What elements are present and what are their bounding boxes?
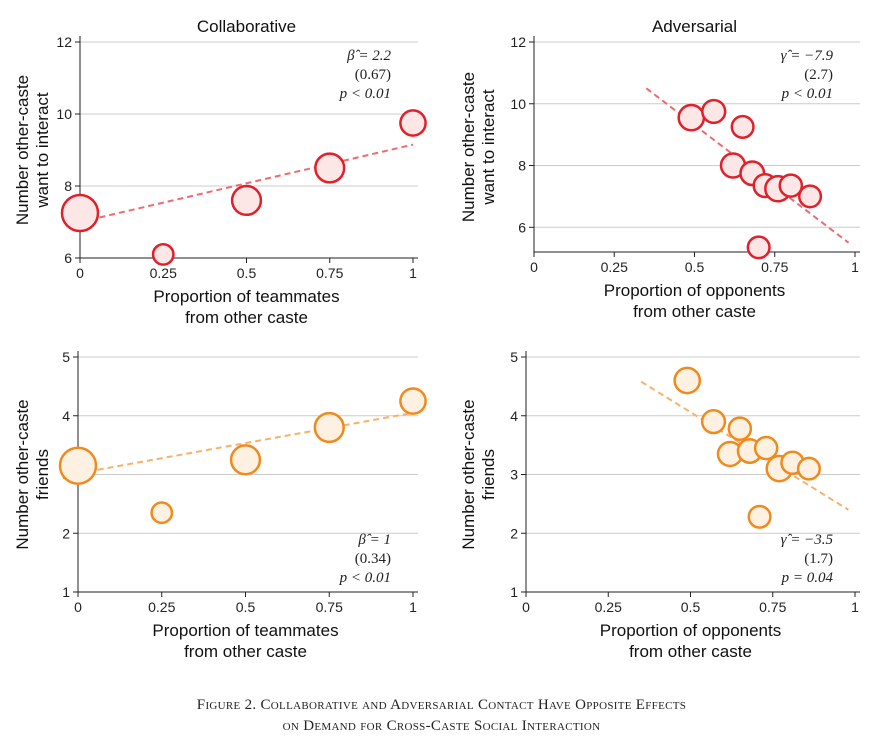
data-point — [747, 504, 772, 529]
y-axis-label: want to interact — [479, 89, 498, 206]
data-point — [58, 446, 98, 485]
stat-coefficient: γ̂ = −7.9 — [781, 48, 834, 64]
data-point — [673, 366, 702, 395]
y-tick-label: 4 — [62, 408, 70, 424]
data-point — [730, 114, 755, 139]
x-axis-label: from other caste — [629, 642, 752, 661]
panel-1: 6 8 10 12 0 0.25 0.5 0.75 1 Collaborative Proporti… — [13, 17, 427, 327]
data-point — [677, 103, 706, 132]
panel-2: 6 8 10 12 0 0.25 0.5 0.75 1 Adversarial Proportion… — [459, 17, 860, 321]
stat-coefficient: γ̂ = −3.5 — [781, 532, 834, 548]
data-point — [314, 152, 346, 184]
x-tick-label: 0.5 — [236, 599, 256, 615]
y-tick-label: 12 — [510, 34, 526, 50]
x-tick-label: 0 — [530, 259, 538, 275]
data-point — [798, 184, 823, 209]
x-tick-label: 0.25 — [150, 265, 177, 281]
x-axis-label: Proportion of opponents — [604, 281, 785, 300]
y-tick-label: 6 — [64, 250, 72, 266]
x-tick-label: 0 — [522, 599, 530, 615]
x-tick-label: 0.25 — [595, 599, 622, 615]
y-tick-label: 5 — [510, 349, 518, 365]
data-point — [60, 193, 100, 233]
figure-caption-line-1: Figure 2. Collaborative and Adversarial … — [196, 697, 687, 713]
y-tick-label: 10 — [510, 96, 526, 112]
x-tick-label: 1 — [851, 259, 859, 275]
y-tick-label: 10 — [56, 106, 72, 122]
x-tick-label: 0 — [76, 265, 84, 281]
stat-p-value: p = 0.04 — [781, 570, 834, 586]
x-tick-label: 0.25 — [601, 259, 628, 275]
data-point — [746, 235, 771, 260]
stat-p-value: p < 0.01 — [781, 86, 833, 102]
x-tick-label: 0.25 — [148, 599, 175, 615]
stat-standard-error: (2.7) — [804, 67, 833, 83]
y-tick-label: 6 — [518, 219, 526, 235]
x-tick-label: 0.5 — [685, 259, 705, 275]
stat-coefficient: β̂ = 1 — [357, 532, 391, 548]
y-tick-label: 8 — [64, 178, 72, 194]
y-axis-label: Number other-caste — [13, 399, 32, 549]
x-tick-label: 0.75 — [761, 259, 788, 275]
x-tick-label: 1 — [409, 599, 417, 615]
y-tick-label: 12 — [56, 34, 72, 50]
fit-line — [77, 411, 414, 475]
x-tick-label: 0.75 — [316, 599, 343, 615]
panel-title: Collaborative — [197, 17, 296, 36]
x-axis-label: Proportion of teammates — [153, 287, 339, 306]
x-axis-label: from other caste — [633, 302, 756, 321]
x-axis-label: Proportion of teammates — [152, 621, 338, 640]
x-tick-label: 1 — [409, 265, 417, 281]
y-tick-label: 8 — [518, 158, 526, 174]
stat-p-value: p < 0.01 — [339, 570, 391, 586]
x-tick-label: 0.75 — [316, 265, 343, 281]
data-point — [796, 456, 821, 481]
data-point — [778, 173, 804, 198]
stat-standard-error: (1.7) — [804, 551, 833, 567]
data-point — [399, 109, 427, 137]
data-point — [313, 411, 345, 444]
stat-standard-error: (0.34) — [355, 551, 391, 567]
y-axis-label: Number other-caste — [13, 75, 32, 225]
y-axis-label: Number other-caste — [459, 72, 478, 222]
y-tick-label: 4 — [510, 408, 518, 424]
x-tick-label: 0.5 — [681, 599, 701, 615]
data-point — [753, 435, 779, 461]
data-point — [701, 98, 727, 125]
x-tick-label: 0.5 — [237, 265, 257, 281]
figure-caption-line-2: on Demand for Cross-Caste Social Interac… — [282, 718, 601, 734]
y-tick-label: 1 — [510, 584, 518, 600]
data-point — [399, 387, 427, 415]
stat-coefficient: β̂ = 2.2 — [346, 48, 391, 64]
data-point — [230, 184, 263, 217]
y-tick-label: 2 — [510, 525, 518, 541]
y-tick-label: 5 — [62, 349, 70, 365]
stat-p-value: p < 0.01 — [339, 86, 391, 102]
panel-4: 1 2 3 4 5 0 0.25 0.5 0.75 1 Proportion of opponent… — [459, 349, 860, 661]
x-tick-label: 0.75 — [759, 599, 786, 615]
x-axis-label: from other caste — [185, 308, 308, 327]
y-axis-label: Number other-caste — [459, 399, 478, 549]
x-tick-label: 0 — [74, 599, 82, 615]
panel-title: Adversarial — [652, 17, 737, 36]
y-tick-label: 2 — [62, 525, 70, 541]
data-point — [151, 242, 175, 266]
data-point — [727, 416, 753, 441]
fit-line — [79, 143, 414, 223]
x-axis-label: Proportion of opponents — [600, 621, 781, 640]
y-tick-label: 1 — [62, 584, 70, 600]
data-point — [150, 501, 174, 525]
y-tick-label: 3 — [510, 467, 518, 483]
x-axis-label: from other caste — [184, 642, 307, 661]
data-point — [229, 444, 262, 476]
y-axis-label: friends — [33, 449, 52, 500]
y-axis-label: want to interact — [33, 92, 52, 209]
stat-standard-error: (0.67) — [355, 67, 391, 83]
y-axis-label: friends — [479, 449, 498, 500]
x-tick-label: 1 — [851, 599, 859, 615]
data-point — [700, 408, 727, 435]
